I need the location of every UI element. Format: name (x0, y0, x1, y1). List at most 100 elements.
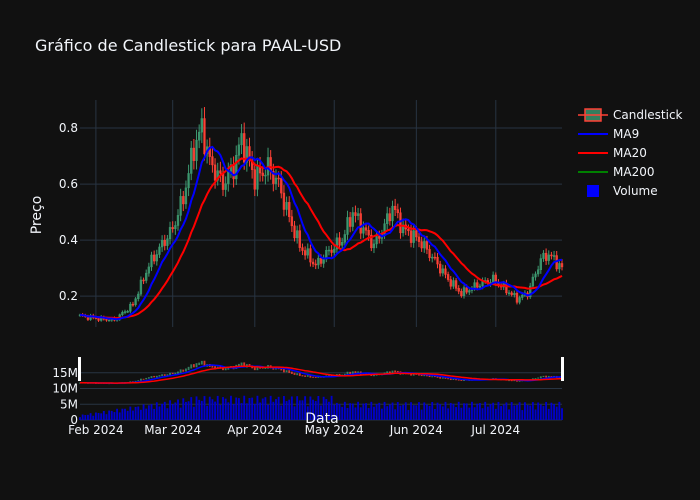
x-tick-label: May 2024 (305, 423, 364, 437)
legend-item-ma200[interactable]: MA200 (578, 165, 654, 179)
candle (171, 221, 174, 233)
volume-bar (547, 408, 550, 420)
mini-candle (306, 375, 309, 377)
legend-label: Candlestick (613, 108, 683, 122)
candle (131, 301, 135, 307)
candle (168, 221, 172, 245)
volume-bar (447, 408, 450, 420)
mini-candle (449, 378, 452, 381)
mini-candle (412, 373, 415, 376)
mini-candle (171, 372, 174, 375)
volume-bar (142, 404, 145, 420)
volume-bar (108, 410, 111, 420)
candle (314, 259, 317, 270)
mini-candle (309, 375, 312, 378)
volume-bar (526, 405, 529, 420)
volume-bar (113, 412, 116, 420)
volume-bar (378, 402, 381, 420)
candle (176, 209, 180, 231)
mini-candle (441, 377, 444, 379)
mini-candle (539, 376, 542, 379)
legend-item-volume[interactable]: Volume (587, 184, 658, 198)
rangeslider-handle-right[interactable] (561, 357, 564, 381)
volume-bar (126, 410, 129, 420)
volume-bar (243, 395, 246, 420)
volume-bar (500, 406, 503, 420)
candle (152, 250, 156, 265)
candle (192, 139, 196, 170)
candle (544, 248, 548, 265)
candle (245, 138, 249, 172)
volume-bar (158, 406, 161, 420)
candle (163, 234, 166, 251)
volume-bar (174, 402, 177, 420)
volume-bar (240, 403, 243, 420)
volume-bar (555, 406, 558, 420)
volume-bar (89, 413, 92, 420)
volume-bar (190, 397, 193, 420)
candle (346, 210, 349, 240)
volume-bar (264, 397, 267, 420)
volume-bar (320, 405, 322, 420)
mini-candle (195, 363, 198, 368)
volume-bar (219, 404, 222, 420)
y-tick-label: 0.2 (59, 289, 78, 303)
volume-bar (489, 404, 492, 420)
volume-bar (415, 405, 418, 420)
legend-item-ma9[interactable]: MA9 (578, 127, 639, 141)
candle (359, 208, 362, 239)
candle (134, 297, 137, 307)
volume-bar (200, 400, 203, 420)
volume-bar (553, 404, 555, 420)
volume-bar (497, 401, 500, 420)
candle (179, 188, 182, 222)
candle (372, 239, 376, 254)
rangeslider-handle-left[interactable] (78, 357, 81, 381)
candle (235, 145, 238, 186)
volume-bar (473, 407, 476, 420)
mini-candle (134, 380, 137, 382)
candle (364, 222, 368, 236)
volume-bar (351, 403, 354, 420)
candle (150, 251, 153, 271)
mini-candle (293, 372, 296, 375)
mini-candle (192, 364, 195, 368)
volume-bar (516, 405, 518, 420)
legend-item-candlestick[interactable]: Candlestick (578, 108, 683, 122)
mini-candle (418, 373, 420, 376)
mini-candle (431, 376, 434, 378)
candle (182, 191, 185, 212)
mini-candle (163, 374, 166, 376)
volume-bar (476, 403, 479, 420)
volume-bar (171, 404, 174, 420)
candle (431, 253, 434, 263)
candle (552, 250, 556, 261)
volume-bar (267, 404, 269, 420)
mini-candle (139, 378, 142, 381)
volume-bar (253, 403, 256, 420)
legend-item-ma20[interactable]: MA20 (578, 146, 647, 160)
volume-bar (444, 401, 447, 420)
mini-candle (237, 363, 240, 367)
volume-bar (137, 406, 140, 420)
volume-bar (394, 409, 397, 420)
volume-bar (256, 395, 259, 420)
candle (438, 260, 442, 277)
volume-bar (484, 401, 487, 420)
legend-square-swatch (587, 185, 599, 197)
mini-candle (280, 367, 283, 371)
volume-bar (354, 407, 357, 420)
mini-candle (373, 374, 375, 377)
candle (293, 220, 296, 242)
candle (388, 207, 392, 226)
volume-bar (357, 401, 360, 420)
mini-candle (439, 377, 442, 379)
legend: Candlestick MA9 MA20 MA200 Volume (578, 108, 683, 198)
mini-ma20-line (79, 365, 563, 384)
volume-bar (134, 406, 137, 420)
mini-candle (150, 376, 153, 379)
volume-bar (561, 408, 563, 420)
volume-bar (539, 404, 542, 420)
